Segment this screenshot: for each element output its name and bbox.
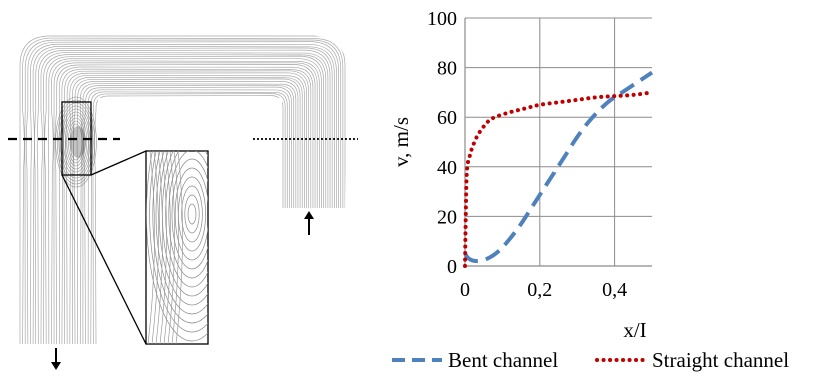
inset-streamline	[175, 151, 183, 344]
vortex-core	[70, 126, 86, 158]
y-tick-label: 80	[437, 58, 457, 80]
series-line-bent	[463, 70, 654, 264]
legend-label-straight: Straight channel	[652, 348, 789, 372]
streamline	[53, 62, 318, 344]
vortex-line	[55, 96, 97, 188]
y-axis-title: v, m/s	[389, 117, 413, 167]
streamline	[82, 85, 295, 344]
inset-vortex-line	[155, 151, 208, 315]
inset-streamline	[147, 151, 155, 344]
streamline	[30, 43, 337, 344]
y-tick-label: 60	[437, 107, 457, 129]
inset-vortex-line	[165, 151, 208, 288]
y-tick-label: 0	[447, 256, 457, 278]
vortex-line	[56, 99, 96, 185]
streamline	[34, 47, 333, 344]
inset-vortex-line	[184, 194, 200, 234]
vortex-line	[64, 114, 88, 170]
streamline	[65, 72, 307, 344]
streamline	[22, 37, 344, 344]
inset-vortex-line	[168, 151, 208, 279]
inset-streamline	[163, 151, 171, 344]
zoom-region-box	[61, 101, 92, 176]
streamline-visualization	[8, 35, 358, 370]
y-tick-label: 40	[437, 157, 457, 179]
legend-item-bent: Bent channel	[392, 348, 558, 372]
streamline	[58, 66, 314, 344]
zoom-connector-line	[90, 150, 147, 176]
y-tick-label: 100	[427, 8, 457, 30]
axes	[464, 18, 652, 267]
inset-vortex-line	[171, 158, 208, 270]
inset-streamline	[159, 151, 167, 344]
tick-labels: 0 20 40 60 80 100 0 0,2 0,4	[427, 8, 627, 301]
vortex-line	[69, 123, 83, 161]
streamline	[25, 41, 339, 344]
streamline	[54, 64, 316, 344]
inset-vortex-line	[158, 151, 208, 306]
legend-item-straight: Straight channel	[595, 348, 789, 372]
streamline	[44, 55, 324, 344]
vortex-line	[63, 111, 89, 173]
streamline	[69, 74, 305, 344]
streamline	[24, 39, 342, 344]
zoom-inset-streamlines	[146, 151, 208, 344]
streamline	[48, 58, 322, 344]
streamline	[76, 80, 299, 344]
x-tick-label: 0,2	[527, 279, 552, 301]
inset-streamline	[151, 151, 159, 344]
inset-vortex-line	[181, 185, 203, 243]
inset-streamline	[167, 151, 175, 344]
inset-vortex-line	[149, 151, 208, 333]
inset-vortex-line	[187, 203, 197, 225]
series-line-straight	[463, 90, 654, 268]
x-tick-label: 0	[460, 279, 470, 301]
inset-vortex-line	[152, 151, 208, 324]
x-axis-title: x/I	[623, 318, 646, 342]
streamline	[92, 93, 286, 344]
streamline	[73, 78, 301, 344]
y-tick-label: 20	[437, 206, 457, 228]
streamlines	[19, 35, 346, 344]
grid	[465, 17, 652, 266]
inset-streamline	[171, 151, 179, 344]
series-lines	[463, 70, 654, 268]
streamline	[51, 60, 320, 344]
arrow-icon	[51, 348, 61, 370]
legend: Bent channel Straight channel	[392, 348, 789, 372]
x-tick-label: 0,4	[602, 279, 627, 301]
streamline	[40, 52, 329, 344]
streamline	[36, 49, 331, 344]
inset-vortex-line	[174, 167, 208, 261]
zoom-connector-line	[61, 174, 147, 345]
inset-vortex-line	[146, 151, 208, 342]
chart: 0 20 40 60 80 100 0 0,2 0,4 v, m/s x/I Bent chan…	[389, 8, 789, 372]
arrow-icon	[304, 211, 314, 235]
vortex-line	[58, 102, 94, 182]
vortex-line	[66, 117, 86, 167]
legend-label-bent: Bent channel	[448, 348, 558, 372]
inset-streamline	[155, 151, 163, 344]
vortex-line	[68, 120, 84, 164]
